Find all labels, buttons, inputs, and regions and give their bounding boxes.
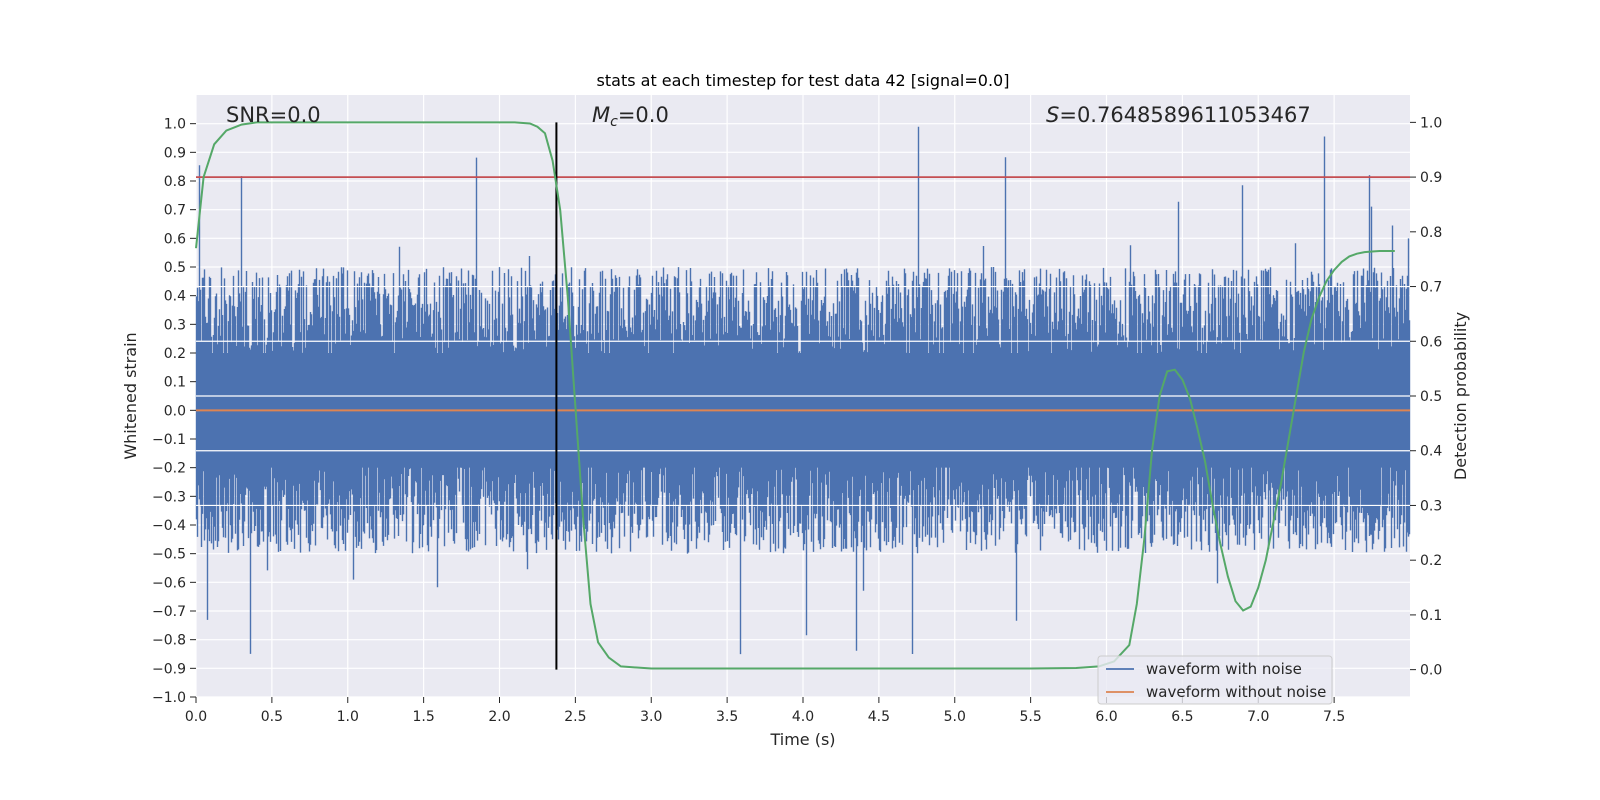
x-axis-label: Time (s) [769, 730, 835, 749]
y2-tick-label: 0.7 [1420, 280, 1442, 296]
y-tick-label: −0.6 [152, 575, 186, 591]
y-tick-label: 1.0 [164, 117, 186, 133]
series-detection-probability [195, 121, 1395, 670]
x-tick-label: 2.5 [564, 709, 586, 725]
y-tick-label: −0.8 [152, 633, 186, 649]
y-tick-label: −0.4 [152, 518, 186, 534]
x-tick-label: 0.5 [261, 709, 283, 725]
y-tick-label: −0.9 [152, 661, 186, 677]
y2-tick-label: 0.2 [1420, 553, 1442, 569]
snr-prefix: SNR= [226, 103, 287, 127]
x-axis-ticks: 0.0 0.5 1.0 1.5 2.0 2.5 3.0 3.5 4.0 4.5 5.0 5.5 6.0 6… [185, 697, 1345, 725]
x-tick-label: 5.5 [1019, 709, 1041, 725]
x-tick-label: 7.0 [1247, 709, 1269, 725]
y2-tick-label: 1.0 [1420, 115, 1442, 131]
y2-tick-label: 0.8 [1420, 225, 1442, 241]
legend-box [1097, 655, 1333, 705]
s-value: =0.7648589611053467 [1059, 103, 1310, 127]
y2-axis-ticks: 0.0 0.1 0.2 0.3 0.4 0.5 0.6 0.7 0.8 0.9 1.0 [1410, 115, 1442, 679]
mc-subscript: c [610, 114, 618, 130]
y2-tick-label: 0.5 [1420, 389, 1442, 405]
y-tick-label: 0.3 [164, 317, 186, 333]
y-axis-ticks: −1.0 −0.9 −0.8 −0.7 −0.6 −0.5 −0.4 −0.3 −0.2 −0.1… [152, 117, 196, 706]
y2-tick-label: 0.9 [1420, 170, 1442, 186]
chirp-mass-annotation: Mc=0.0 [592, 103, 669, 130]
y-tick-label: 0.1 [164, 375, 186, 391]
mc-value: =0.0 [618, 103, 669, 127]
x-tick-label: 1.0 [337, 709, 359, 725]
snr-annotation: SNR=0.0 [226, 103, 321, 127]
x-tick-label: 2.0 [488, 709, 510, 725]
y-tick-label: −1.0 [152, 690, 186, 706]
y-tick-label: −0.7 [152, 604, 186, 620]
x-tick-label: 7.5 [1323, 709, 1345, 725]
x-tick-label: 3.0 [640, 709, 662, 725]
y-tick-label: 0.7 [164, 203, 186, 219]
snr-value: 0.0 [287, 103, 320, 127]
x-tick-label: 6.5 [1171, 709, 1193, 725]
legend-label-noise: waveform with noise [1146, 660, 1302, 678]
y-axis-label: Whitened strain [121, 332, 140, 459]
mc-symbol: M [592, 103, 610, 127]
y-tick-label: −0.5 [152, 547, 186, 563]
y-tick-label: 0.2 [164, 346, 186, 362]
y-tick-label: −0.2 [152, 461, 186, 477]
y-tick-label: −0.3 [152, 489, 186, 505]
legend-label-clean: waveform without noise [1146, 683, 1326, 701]
y-tick-label: 0.6 [164, 231, 186, 247]
x-tick-label: 0.0 [185, 709, 207, 725]
y2-axis-label: Detection probability [1451, 312, 1470, 480]
y2-tick-label: 0.6 [1420, 334, 1442, 350]
y2-tick-label: 0.3 [1420, 498, 1442, 514]
x-tick-label: 5.0 [944, 709, 966, 725]
y-tick-label: 0.5 [164, 260, 186, 276]
y-tick-label: 0.9 [164, 145, 186, 161]
y2-tick-label: 0.1 [1420, 608, 1442, 624]
y-tick-label: −0.1 [152, 432, 186, 448]
chart-title: stats at each timestep for test data 42 … [597, 71, 1010, 90]
x-tick-label: 6.0 [1095, 709, 1117, 725]
y2-tick-label: 0.0 [1420, 663, 1442, 679]
y-tick-label: 0.0 [164, 403, 186, 419]
y-tick-label: 0.4 [164, 289, 186, 305]
score-annotation: S=0.7648589611053467 [1046, 103, 1311, 127]
legend: waveform with noise waveform without noi… [1097, 655, 1333, 705]
y-tick-label: 0.8 [164, 174, 186, 190]
s-symbol: S [1046, 103, 1059, 127]
x-tick-label: 3.5 [716, 709, 738, 725]
y2-tick-label: 0.4 [1420, 444, 1442, 460]
x-tick-label: 4.5 [868, 709, 890, 725]
x-tick-label: 4.0 [792, 709, 814, 725]
x-tick-label: 1.5 [412, 709, 434, 725]
